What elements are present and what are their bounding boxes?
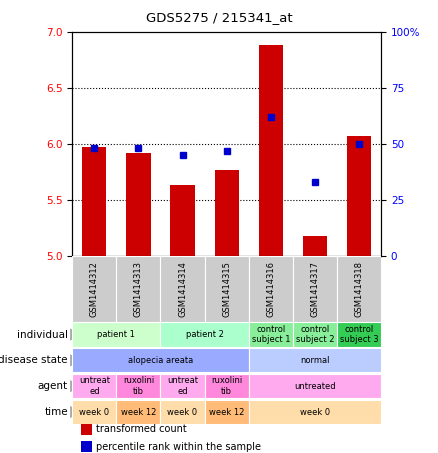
Bar [249, 323, 293, 347]
Bar [205, 374, 249, 398]
Text: control
subject 3: control subject 3 [340, 325, 378, 344]
Text: GSM1414315: GSM1414315 [222, 261, 231, 317]
Text: GDS5275 / 215341_at: GDS5275 / 215341_at [146, 11, 292, 24]
Text: GSM1414312: GSM1414312 [90, 261, 99, 317]
Bar [303, 236, 327, 256]
Bar [72, 323, 160, 347]
Bar [259, 45, 283, 256]
Text: control
subject 2: control subject 2 [296, 325, 334, 344]
Bar [72, 400, 117, 424]
Polygon shape [70, 354, 81, 366]
Bar [293, 256, 337, 322]
Text: week 0: week 0 [300, 408, 330, 416]
Bar [205, 256, 249, 322]
Text: normal: normal [300, 356, 330, 365]
Bar [82, 147, 106, 256]
Bar [117, 374, 160, 398]
Bar [160, 400, 205, 424]
Polygon shape [70, 328, 81, 341]
Bar [126, 153, 151, 256]
Bar [337, 256, 381, 322]
Text: GSM1414313: GSM1414313 [134, 261, 143, 317]
Bar [160, 323, 249, 347]
Bar [160, 256, 205, 322]
Bar [117, 256, 160, 322]
Bar [215, 169, 239, 256]
Text: GSM1414318: GSM1414318 [354, 261, 364, 317]
Bar [72, 348, 249, 372]
Text: GSM1414314: GSM1414314 [178, 261, 187, 317]
Bar [72, 256, 117, 322]
Polygon shape [70, 406, 81, 418]
Text: untreated: untreated [294, 382, 336, 390]
Text: untreat
ed: untreat ed [79, 376, 110, 396]
Bar [249, 400, 381, 424]
Text: week 12: week 12 [209, 408, 244, 416]
Bar [293, 323, 337, 347]
Text: patient 2: patient 2 [186, 330, 223, 339]
Text: ruxolini
tib: ruxolini tib [123, 376, 154, 396]
Text: disease state: disease state [0, 355, 68, 366]
Text: patient 1: patient 1 [97, 330, 135, 339]
Text: agent: agent [38, 381, 68, 391]
Bar [160, 374, 205, 398]
Text: individual: individual [17, 329, 68, 340]
Text: alopecia areata: alopecia areata [128, 356, 193, 365]
Bar [249, 256, 293, 322]
Bar [347, 136, 371, 256]
Text: week 0: week 0 [167, 408, 198, 416]
Bar [170, 185, 194, 256]
Text: week 12: week 12 [121, 408, 156, 416]
Text: ruxolini
tib: ruxolini tib [211, 376, 242, 396]
Bar [249, 348, 381, 372]
Text: week 0: week 0 [79, 408, 110, 416]
Bar [117, 400, 160, 424]
Polygon shape [70, 380, 81, 392]
Text: time: time [44, 407, 68, 417]
Text: GSM1414316: GSM1414316 [266, 261, 275, 317]
Text: GSM1414317: GSM1414317 [311, 261, 319, 317]
Text: untreat
ed: untreat ed [167, 376, 198, 396]
Bar [249, 374, 381, 398]
Bar [205, 400, 249, 424]
Bar [72, 374, 117, 398]
Bar [337, 323, 381, 347]
Text: transformed count: transformed count [96, 424, 187, 434]
Text: percentile rank within the sample: percentile rank within the sample [96, 442, 261, 452]
Text: control
subject 1: control subject 1 [251, 325, 290, 344]
